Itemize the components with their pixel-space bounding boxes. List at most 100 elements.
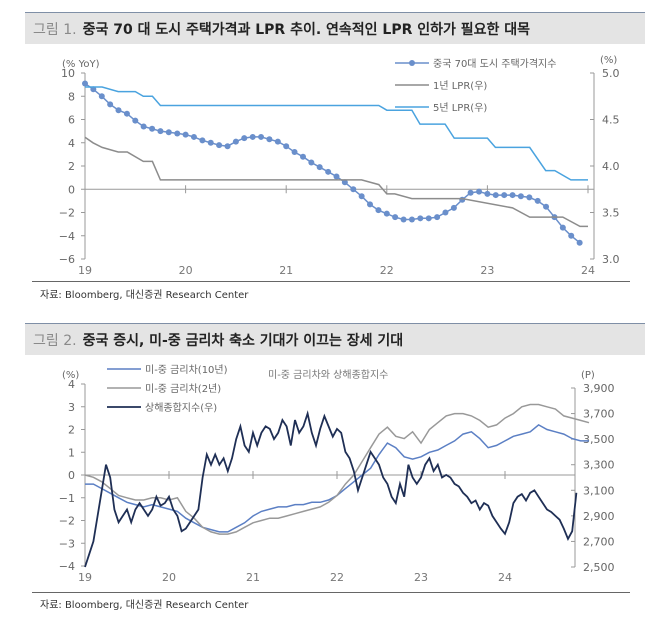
left-axis-tick-label: 6 (68, 114, 75, 127)
series-1-point (417, 215, 424, 222)
right-axis-tick-label: 3.5 (602, 207, 620, 220)
series-line-3 (84, 410, 578, 568)
legend-label: 상해종합지수(우) (145, 401, 217, 414)
series-1-point (467, 189, 474, 196)
series-line-2 (84, 136, 588, 228)
series-1-point (559, 224, 566, 231)
series-1-point (266, 136, 273, 143)
series-1-point (249, 133, 256, 140)
series-1-point (140, 123, 147, 130)
series-1-point (492, 192, 499, 199)
series-1-point (484, 190, 491, 197)
series-1-point (165, 129, 172, 136)
series-1-point (98, 93, 105, 100)
series-1-point (107, 101, 114, 108)
series-1-point (425, 215, 432, 222)
series-1-point (450, 204, 457, 211)
left-axis-tick-label: −2 (59, 515, 75, 528)
series-1-point (517, 193, 524, 200)
figure-2-header: 그림 2. 중국 증시, 미-중 금리차 축소 기대가 이끄는 장세 기대 (25, 323, 645, 355)
legend-marker (409, 60, 415, 66)
left-axis-tick-label: −3 (59, 537, 75, 550)
series-1-point (224, 143, 231, 150)
series-1-point (358, 193, 365, 200)
figure-2-title: 중국 증시, 미-중 금리차 축소 기대가 이끄는 장세 기대 (82, 332, 404, 349)
series-1-point (509, 192, 516, 199)
series-1-point (207, 139, 214, 146)
right-axis-tick-label: 4.5 (602, 114, 620, 127)
right-axis-tick-label: 3,700 (583, 408, 615, 421)
left-axis-tick-label: −1 (59, 492, 75, 505)
series-1-point (182, 131, 189, 138)
series-1-point (325, 168, 332, 175)
left-axis-tick-label: 3 (68, 401, 75, 414)
series-1-point (216, 142, 223, 149)
x-axis-tick-label: 23 (480, 264, 494, 277)
x-axis-tick-label: 23 (414, 571, 428, 584)
right-axis-tick-label: 5.0 (602, 67, 620, 80)
series-1-point (157, 128, 164, 135)
x-axis-tick-label: 19 (78, 264, 92, 277)
series-1-point (350, 186, 357, 193)
series-line-3 (85, 86, 588, 181)
left-axis-tick-label: 8 (68, 90, 75, 103)
left-axis-tick-label: 1 (68, 446, 75, 459)
series-line-2 (84, 403, 590, 535)
right-axis-tick-label: 2,700 (583, 535, 615, 548)
figure-1-divider (32, 281, 630, 282)
right-axis-tick-label: 2,500 (583, 561, 615, 574)
series-1-point (82, 80, 88, 87)
left-axis-tick-label: −6 (59, 253, 75, 266)
legend-label: 5년 LPR(우) (433, 102, 487, 114)
series-1-point (366, 201, 373, 208)
x-axis-tick-label: 21 (279, 264, 293, 277)
figure-2-divider (32, 592, 630, 593)
right-axis-tick-label: 3.0 (602, 253, 620, 266)
series-1-point (232, 138, 239, 145)
x-axis-tick-label: 22 (380, 264, 394, 277)
series-1-point (501, 192, 508, 199)
left-axis-tick-label: 2 (68, 160, 75, 173)
legend-label: 미-중 금리차(2년) (145, 383, 221, 395)
series-1-point (90, 86, 97, 93)
x-axis-tick-label: 21 (246, 571, 260, 584)
series-1-point (132, 117, 139, 124)
right-axis-tick-label: 3,300 (583, 459, 615, 472)
series-1-point (400, 216, 407, 223)
series-1-point (241, 135, 248, 142)
series-1-point (199, 137, 206, 144)
series-1-point (308, 159, 315, 166)
x-axis-tick-label: 20 (162, 571, 176, 584)
series-1-point (333, 173, 340, 180)
right-axis-tick-label: 3,900 (583, 382, 615, 395)
x-axis-tick-label: 22 (330, 571, 344, 584)
x-axis-tick-label: 19 (78, 571, 92, 584)
series-1-point (123, 110, 130, 117)
left-axis-tick-label: 0 (68, 469, 75, 482)
left-axis-tick-label: 0 (68, 183, 75, 196)
legend-label: 1년 LPR(우) (433, 80, 487, 92)
series-1-point (291, 149, 298, 156)
legend-label: 미-중 금리차(10년) (145, 364, 228, 376)
left-axis-tick-label: 4 (68, 378, 75, 391)
x-axis-tick-label: 24 (498, 571, 512, 584)
left-axis-tick-label: 10 (61, 67, 75, 80)
series-1-point (383, 210, 390, 217)
series-1-point (576, 239, 583, 246)
series-1-point (375, 207, 382, 214)
series-1-point (283, 143, 290, 150)
series-1-point (274, 138, 281, 145)
series-1-point (190, 133, 197, 140)
left-axis-tick-label: 4 (68, 137, 75, 150)
right-axis-unit-label: (%) (600, 55, 617, 66)
legend-label: 중국 70대 도시 주택가격지수 (433, 57, 556, 70)
figure-1-title: 중국 70 대 도시 주택가격과 LPR 추이. 연속적인 LPR 인하가 필요… (82, 21, 531, 38)
series-1-point (115, 107, 122, 114)
series-1-point (568, 232, 575, 239)
right-axis-tick-label: 3,100 (583, 484, 615, 497)
right-axis-tick-label: 3,500 (583, 433, 615, 446)
series-1-point (341, 179, 348, 186)
figure-1-source: 자료: Bloomberg, 대신증권 Research Center (40, 290, 249, 301)
series-1-point (442, 209, 449, 216)
